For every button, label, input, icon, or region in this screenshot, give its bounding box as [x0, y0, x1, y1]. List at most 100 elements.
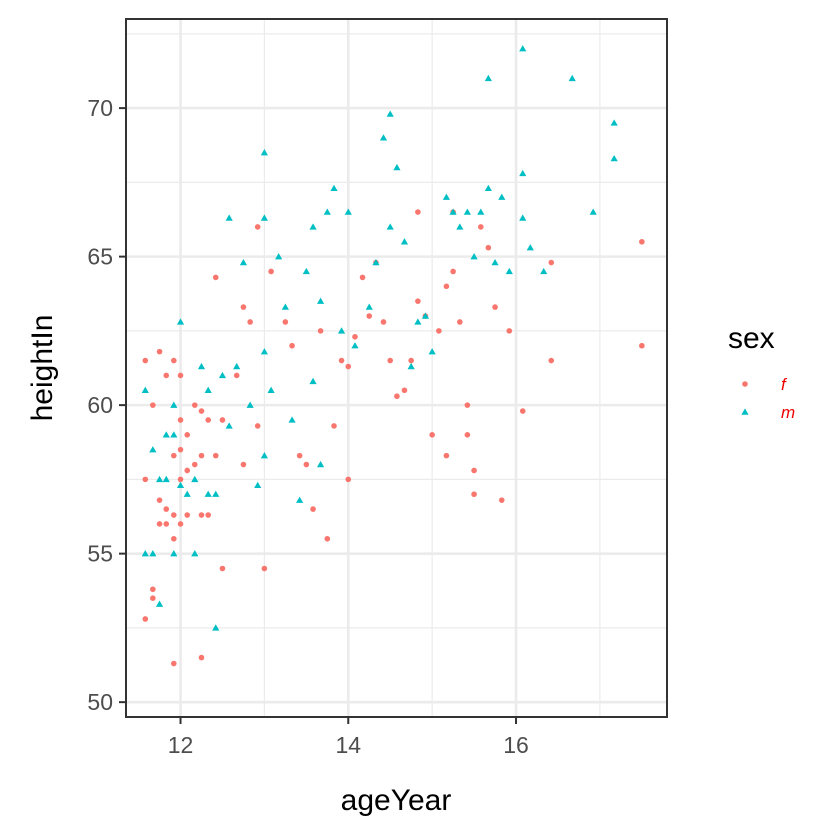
- point-f: [150, 595, 156, 601]
- point-f: [156, 521, 163, 527]
- point-m: [316, 460, 325, 468]
- point-f: [247, 319, 253, 325]
- point-f: [171, 357, 177, 364]
- point-f: [408, 357, 414, 364]
- point-f: [296, 452, 303, 459]
- point-f: [471, 491, 477, 498]
- point-f: [184, 432, 191, 438]
- point-m: [323, 208, 331, 215]
- point-m: [212, 490, 220, 497]
- point-f: [471, 467, 477, 474]
- point-f: [261, 565, 268, 572]
- point-f: [163, 506, 170, 512]
- point-m: [386, 110, 394, 117]
- point-f: [401, 387, 408, 394]
- point-f: [177, 446, 184, 453]
- data-points: [141, 45, 645, 667]
- point-f: [457, 319, 463, 325]
- point-m: [260, 149, 268, 156]
- legend: fm: [741, 375, 795, 422]
- point-m: [212, 624, 220, 631]
- point-m: [218, 371, 227, 379]
- point-f: [282, 319, 289, 325]
- point-f: [198, 408, 205, 414]
- point-f: [415, 298, 421, 304]
- plot-panel: [126, 19, 667, 717]
- point-f: [142, 357, 149, 364]
- point-f: [436, 328, 442, 334]
- point-f: [205, 417, 211, 423]
- point-m: [337, 327, 346, 334]
- point-f: [233, 372, 240, 379]
- point-m: [225, 214, 233, 221]
- point-f: [171, 452, 177, 459]
- legend-title: sex: [728, 322, 775, 355]
- point-m: [191, 550, 199, 557]
- point-f: [177, 372, 184, 379]
- point-m: [365, 303, 373, 310]
- point-f: [289, 342, 295, 349]
- point-m: [204, 490, 212, 497]
- point-f: [142, 616, 149, 622]
- x-tick-label: 12: [168, 732, 194, 758]
- x-axis-title: ageYear: [341, 784, 452, 817]
- y-tick-label: 60: [87, 392, 113, 418]
- point-m: [260, 452, 268, 459]
- point-m: [162, 475, 170, 483]
- point-m: [463, 208, 471, 215]
- point-m: [246, 401, 254, 408]
- point-m: [519, 169, 527, 177]
- point-f: [254, 423, 261, 429]
- point-f: [303, 461, 310, 468]
- point-f: [150, 586, 156, 593]
- point-f: [156, 348, 163, 355]
- point-f: [240, 461, 247, 468]
- point-m: [610, 155, 618, 162]
- point-f: [317, 328, 324, 334]
- point-m: [414, 318, 422, 325]
- point-m: [141, 386, 149, 393]
- point-m: [526, 244, 534, 251]
- point-f: [387, 357, 394, 364]
- point-m: [281, 303, 289, 310]
- point-m: [379, 134, 388, 141]
- y-tick-label: 50: [87, 689, 113, 715]
- point-f: [198, 512, 205, 518]
- point-m: [170, 550, 178, 557]
- point-m: [176, 481, 185, 489]
- point-f: [352, 334, 358, 340]
- legend-key-m: [741, 408, 749, 415]
- point-m: [498, 193, 506, 200]
- point-f: [639, 342, 645, 349]
- point-f: [171, 660, 177, 667]
- point-f: [240, 304, 247, 310]
- point-m: [456, 223, 464, 230]
- point-m: [191, 475, 199, 483]
- y-tick-label: 65: [87, 244, 113, 270]
- point-f: [205, 512, 211, 518]
- point-f: [212, 452, 219, 459]
- y-tick-label: 70: [87, 95, 113, 121]
- point-f: [198, 654, 205, 661]
- point-f: [492, 304, 498, 310]
- legend-key-f: [742, 381, 748, 387]
- point-f: [184, 467, 191, 474]
- point-f: [380, 319, 387, 325]
- point-m: [442, 193, 451, 200]
- x-axis-ticks: 12 14 16: [168, 717, 529, 758]
- legend-label-f: f: [781, 375, 788, 394]
- point-m: [491, 258, 499, 266]
- point-m: [275, 253, 283, 260]
- point-f: [177, 521, 184, 527]
- point-f: [198, 452, 205, 459]
- point-f: [639, 238, 645, 245]
- point-f: [548, 357, 555, 364]
- point-m: [400, 238, 409, 245]
- point-m: [288, 416, 296, 423]
- major-gridlines: [126, 19, 667, 717]
- point-m: [183, 490, 191, 497]
- point-f: [359, 274, 366, 281]
- point-m: [254, 481, 262, 489]
- point-m: [267, 386, 275, 393]
- point-m: [519, 214, 527, 221]
